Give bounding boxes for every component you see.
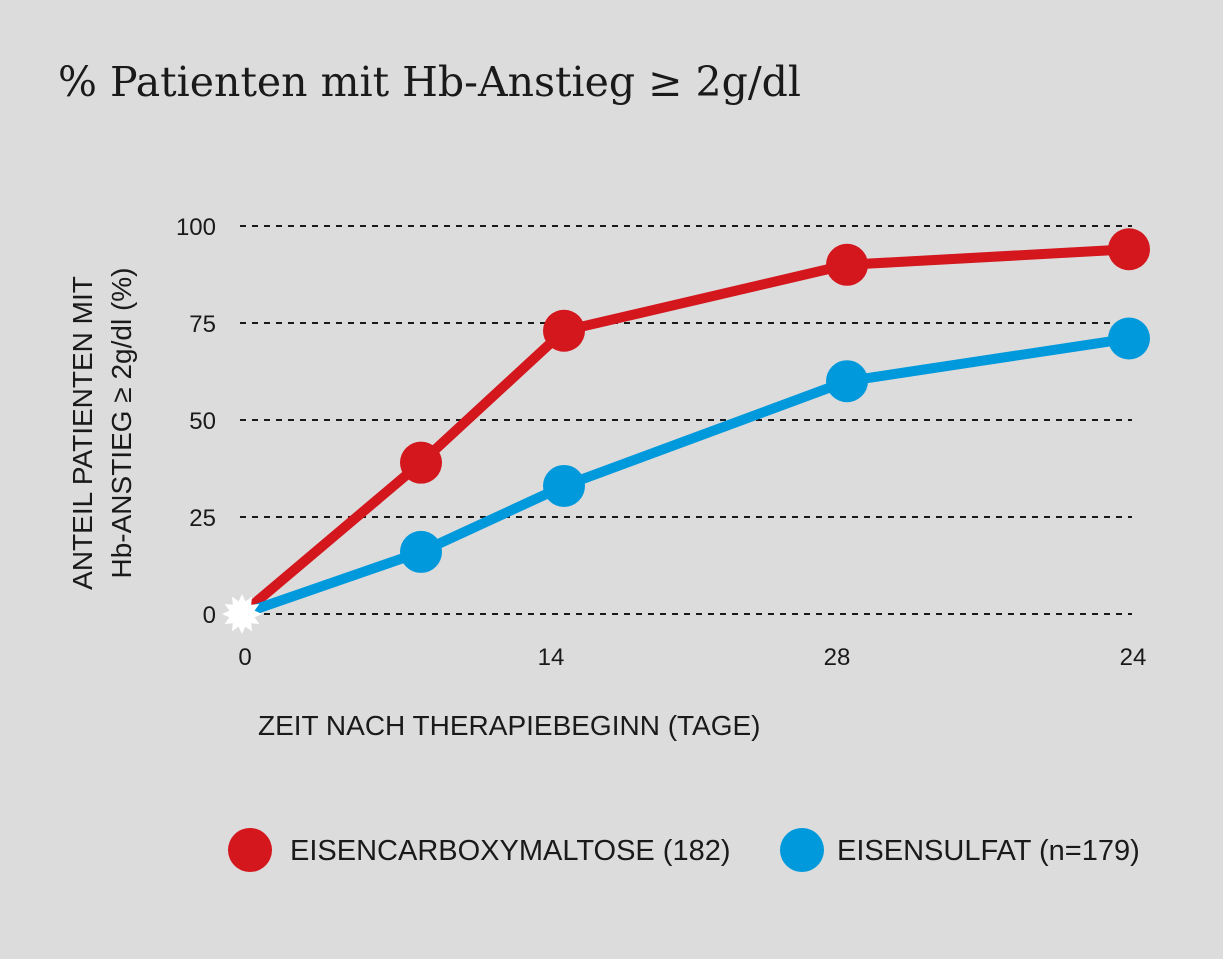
data-point bbox=[400, 530, 442, 573]
y-tick-label: 0 bbox=[203, 602, 216, 629]
y-axis-ticks: 100 75 50 25 0 bbox=[176, 214, 216, 629]
data-point bbox=[543, 309, 585, 352]
origin-marker-star bbox=[222, 594, 262, 634]
y-axis-label-line-1: ANTEIL PATIENTEN MIT bbox=[67, 276, 98, 590]
x-tick-label: 14 bbox=[538, 644, 565, 671]
series-line bbox=[237, 333, 1134, 619]
y-tick-label: 50 bbox=[189, 408, 216, 435]
legend-label: EISENCARBOXYMALTOSE (182) bbox=[290, 835, 731, 867]
origin-marker bbox=[222, 594, 262, 634]
legend: EISENCARBOXYMALTOSE (182) EISENSULFAT (n=… bbox=[228, 828, 1140, 872]
gridlines bbox=[240, 225, 1132, 615]
legend-label: EISENSULFAT (n=179) bbox=[837, 835, 1140, 867]
x-tick-label: 24 bbox=[1120, 644, 1147, 671]
data-point bbox=[1108, 228, 1150, 271]
legend-swatch bbox=[780, 828, 824, 872]
x-tick-label: 0 bbox=[238, 644, 251, 671]
data-point bbox=[400, 441, 442, 484]
y-axis-label-line-2: Hb-ANSTIEG ≥ 2g/dl (%) bbox=[106, 268, 137, 579]
data-point bbox=[1108, 317, 1150, 360]
data-point bbox=[826, 360, 868, 403]
data-point bbox=[543, 464, 585, 507]
chart-title: % Patienten mit Hb-Anstieg ≥ 2g/dl bbox=[58, 58, 802, 106]
data-point bbox=[826, 243, 868, 286]
x-axis-ticks: 0 14 28 24 bbox=[238, 644, 1146, 671]
legend-swatch bbox=[228, 828, 272, 872]
series bbox=[237, 228, 1150, 619]
y-tick-label: 100 bbox=[176, 214, 216, 241]
x-axis-label: ZEIT NACH THERAPIEBEGINN (TAGE) bbox=[258, 710, 761, 741]
y-tick-label: 25 bbox=[189, 505, 216, 532]
y-tick-label: 75 bbox=[189, 311, 216, 338]
series-line bbox=[237, 244, 1134, 619]
x-tick-label: 28 bbox=[824, 644, 851, 671]
